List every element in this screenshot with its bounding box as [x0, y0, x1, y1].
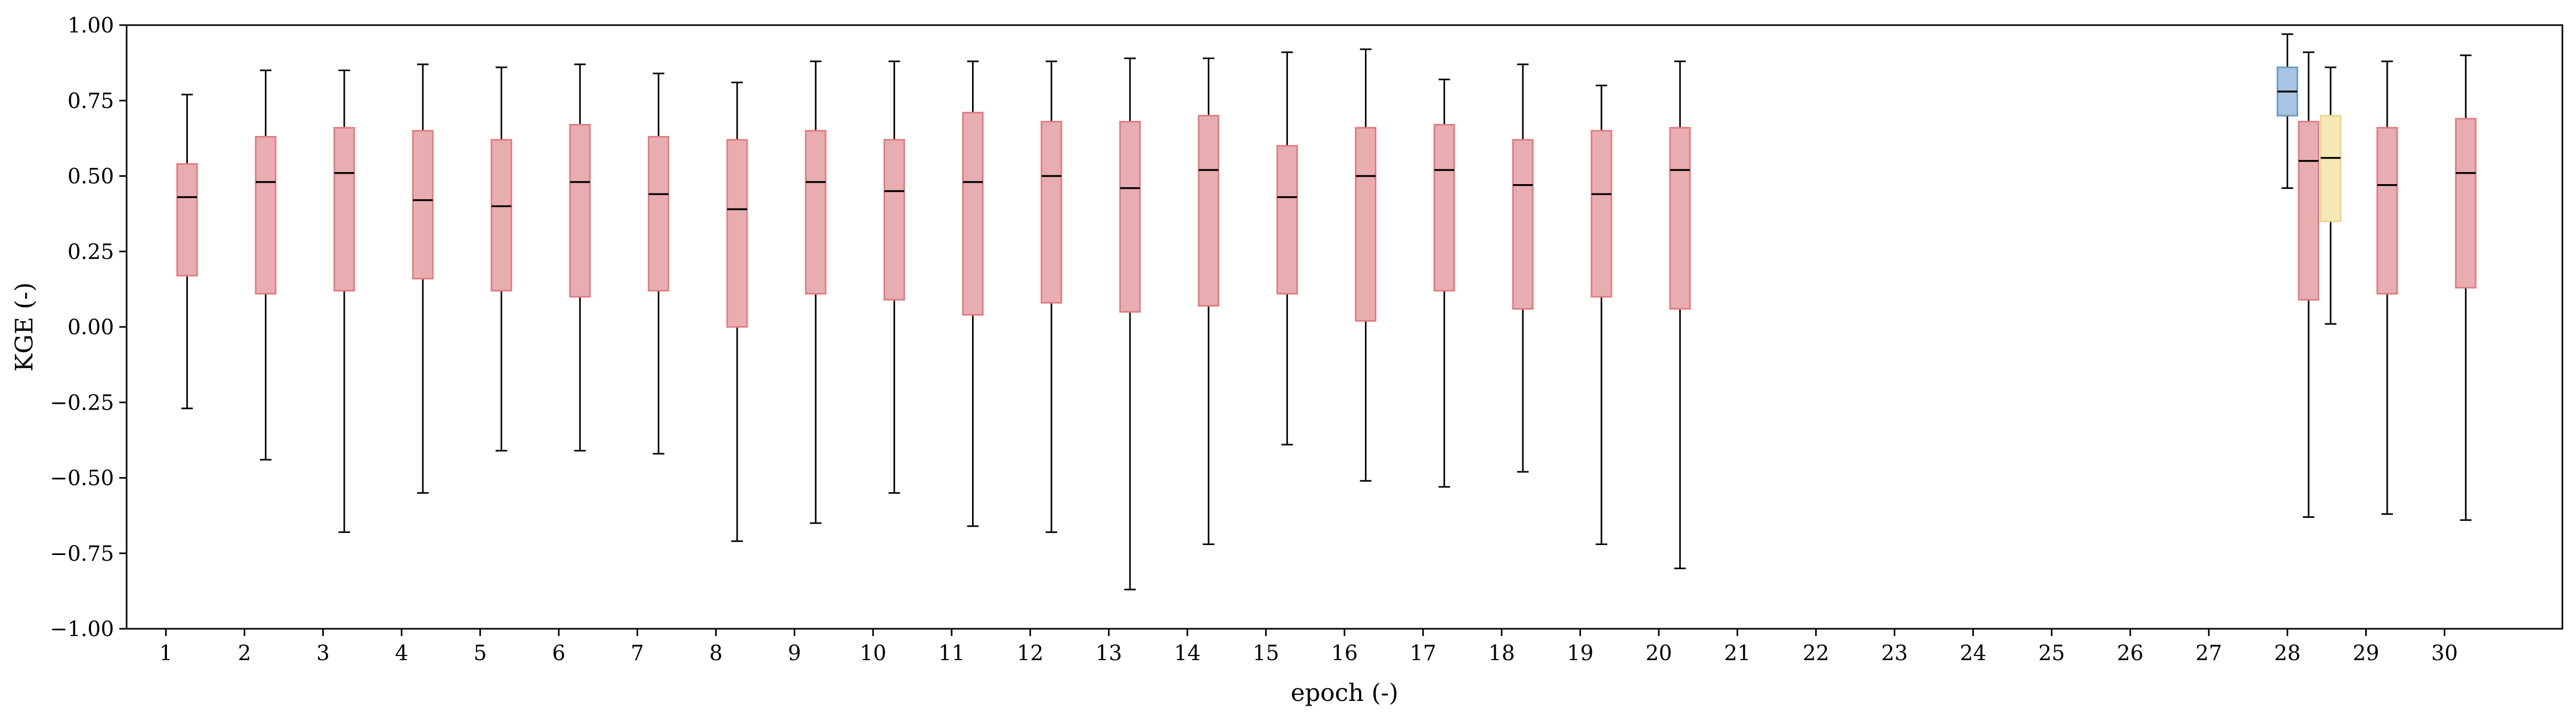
red-box	[648, 72, 670, 455]
x-tick-label: 15	[1252, 641, 1279, 665]
x-tick-label: 16	[1331, 641, 1358, 665]
red-box	[962, 60, 984, 527]
y-axis-label: KGE (-)	[10, 282, 38, 372]
iqr-box	[726, 139, 748, 328]
x-tick-label: 25	[2038, 641, 2065, 665]
red-box	[1669, 60, 1691, 570]
red-box	[2376, 60, 2398, 515]
x-axis-label: epoch (-)	[1291, 678, 1398, 707]
x-tick-label: 18	[1488, 641, 1515, 665]
iqr-box	[805, 130, 827, 295]
y-tick-label: 0.00	[67, 315, 114, 339]
iqr-box	[1512, 139, 1534, 310]
x-tick-label: 11	[939, 641, 965, 665]
red-box	[2298, 51, 2320, 518]
iqr-box	[333, 127, 355, 292]
y-tick-label: −0.25	[50, 391, 114, 415]
x-tick-label: 29	[2353, 641, 2379, 665]
y-tick-label: −0.50	[50, 467, 114, 491]
red-box	[1512, 63, 1534, 473]
x-tick-label: 2	[238, 641, 251, 665]
red-box	[176, 94, 198, 410]
axes: −1.00 −0.75 −0.50 −0.25 0.00 0.25 0.50 0.75 1.00…	[50, 14, 2563, 665]
red-box	[255, 70, 277, 461]
red-box	[333, 70, 355, 533]
iqr-box	[569, 123, 591, 298]
red-box	[1355, 48, 1377, 482]
red-box	[569, 63, 591, 452]
x-tick-label: 9	[788, 641, 801, 665]
plot-frame	[126, 24, 2563, 630]
x-tick-label: 7	[631, 641, 644, 665]
iqr-box	[2376, 127, 2398, 295]
red-box	[1276, 51, 1298, 446]
y-tick-label: 0.25	[67, 240, 114, 264]
y-tick-label: 0.50	[67, 165, 114, 189]
x-tick-label: 19	[1567, 641, 1594, 665]
red-box	[1433, 78, 1455, 488]
iqr-box	[412, 130, 434, 280]
iqr-box	[1590, 130, 1612, 298]
y-tick-label: −0.75	[50, 542, 114, 566]
x-tick-label: 30	[2431, 641, 2458, 665]
red-box	[805, 60, 827, 524]
iqr-box	[2298, 121, 2320, 301]
iqr-box	[1669, 127, 1691, 310]
iqr-box	[1355, 127, 1377, 322]
iqr-box	[962, 111, 984, 316]
red-box	[883, 60, 905, 494]
x-tick-label: 8	[709, 641, 722, 665]
red-box	[490, 66, 512, 452]
iqr-box	[648, 135, 670, 292]
iqr-box	[1197, 115, 1219, 307]
iqr-box	[1119, 121, 1141, 313]
x-tick-label: 5	[473, 641, 487, 665]
iqr-box	[490, 139, 512, 292]
x-tick-label: 23	[1881, 641, 1908, 665]
y-tick-label: 1.00	[67, 14, 114, 38]
x-tick-label: 12	[1017, 641, 1044, 665]
x-tick-label: 1	[159, 641, 172, 665]
iqr-box	[2320, 115, 2342, 222]
x-tick-label: 4	[395, 641, 408, 665]
y-tick-label: 0.75	[67, 89, 114, 113]
red-box	[1041, 60, 1063, 533]
x-tick-label: 21	[1724, 641, 1751, 665]
iqr-box	[1276, 145, 1298, 295]
x-tick-label: 24	[1960, 641, 1986, 665]
x-tick-label: 6	[552, 641, 565, 665]
red-box	[726, 82, 748, 542]
iqr-box	[883, 139, 905, 301]
iqr-box	[1041, 121, 1063, 304]
x-tick-label: 17	[1410, 641, 1437, 665]
x-tick-label: 26	[2117, 641, 2143, 665]
red-box	[1197, 57, 1219, 545]
blue-box	[2276, 33, 2298, 189]
x-tick-label: 14	[1174, 641, 1201, 665]
iqr-box	[1433, 123, 1455, 292]
x-tick-label: 22	[1803, 641, 1829, 665]
red-box	[412, 63, 434, 494]
iqr-box	[176, 163, 198, 277]
yellow-box	[2320, 66, 2342, 325]
iqr-box	[255, 135, 277, 295]
x-tick-label: 28	[2274, 641, 2301, 665]
iqr-box	[2455, 118, 2477, 289]
red-box	[1590, 84, 1612, 545]
x-tick-label: 10	[860, 641, 886, 665]
red-box	[2455, 54, 2477, 521]
box-layer	[176, 33, 2477, 591]
x-tick-label: 13	[1095, 641, 1122, 665]
x-tick-label: 20	[1645, 641, 1672, 665]
red-box	[1119, 57, 1141, 591]
x-tick-label: 27	[2196, 641, 2222, 665]
x-tick-label: 3	[317, 641, 330, 665]
y-tick-label: −1.00	[50, 617, 114, 641]
